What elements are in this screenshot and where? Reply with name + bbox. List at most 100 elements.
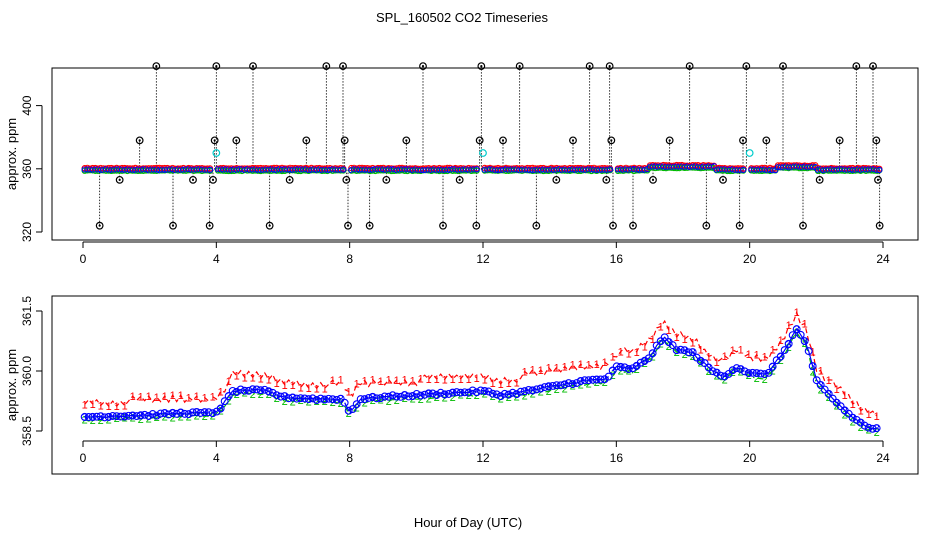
bottom-series-3-point [180,409,189,418]
bottom-series-3-point [360,395,369,404]
bottom-series-3-label: 3 [610,365,616,377]
bottom-series-3-label: 3 [794,324,800,336]
spike-point [477,62,486,70]
bottom-series-2-label: 2 [810,366,816,378]
bottom-series-1-label: 1 [522,366,528,378]
bottom-series-3-label: 3 [122,411,128,423]
spike-point [115,175,124,184]
bottom-series-3-label: 3 [730,365,736,377]
spike-point-center [441,224,445,227]
bottom-series-1-label: 1 [450,374,456,386]
bottom-series-3-label: 3 [282,391,288,403]
bottom-series-1-label: 1 [138,392,144,404]
bottom-series-3-point [820,385,829,394]
bottom-series-3-label: 3 [210,408,216,420]
bottom-series-2-label: 2 [730,367,736,379]
bottom-series-3-label: 3 [682,345,688,357]
bottom-series-2-label: 2 [450,392,456,404]
bottom-series-2-label: 2 [162,412,168,424]
bottom-series-1-label: 1 [730,345,736,357]
bottom-series-3-point [680,346,689,355]
bottom-series-3-point [312,395,321,404]
spike-point-center [341,65,345,68]
bottom-series-3-point [808,362,817,371]
bottom-series-3-label: 3 [490,389,496,401]
bottom-series-1-label: 1 [82,399,88,411]
spike-point-center [191,178,195,181]
bottom-series-1-label: 1 [666,325,672,337]
bottom-series-3-label: 3 [650,348,656,360]
bottom-series-2-label: 2 [242,388,248,400]
bottom-series-1-label: 1 [746,349,752,361]
bottom-series-2-label: 2 [354,402,360,414]
bottom-series-3-point [528,386,537,395]
bottom-series-3-label: 3 [114,411,120,423]
bottom-series-3-label: 3 [354,399,360,411]
bottom-series-1-label: 1 [570,360,576,372]
bottom-series-2-label: 2 [170,413,176,425]
bottom-series-3-point [80,412,89,421]
spike-point [340,136,349,145]
bottom-series-3-point [220,397,229,406]
spike-point [872,136,881,145]
bottom-series-3-point [764,368,773,377]
spike-point [835,136,844,145]
bottom-series-1-label: 1 [498,379,504,391]
bottom-series-2-label: 2 [226,395,232,407]
spike-point [365,221,374,230]
spike-point-center [535,224,538,227]
bottom-series-3-label: 3 [106,412,112,424]
bottom-series-2-label: 2 [290,397,296,409]
spike-point-center [878,224,881,227]
spike-point [135,136,144,145]
bottom-series-1-label: 1 [114,401,120,413]
bottom-series-3-point [124,411,133,420]
bottom-series-3-point [636,358,645,367]
bottom-series-3-point [756,369,765,378]
bottom-series-3-point [508,388,517,397]
bottom-series-3-point [524,385,533,394]
bottom-series-2-label: 2 [274,393,280,405]
spike-point-center [501,139,505,142]
bottom-series-1-label: 1 [754,350,760,362]
bottom-series-1-label: 1 [146,391,152,403]
bottom-series-1-label: 1 [394,375,400,387]
bottom-series-3-label: 3 [818,380,824,392]
bottom-series-3-label: 3 [474,387,480,399]
bottom-series-2-label: 2 [706,366,712,378]
bottom-series-1-label: 1 [554,362,560,374]
bottom-series-2-label: 2 [538,386,544,398]
bottom-series-1-label: 1 [186,392,192,404]
bottom-series-1-label: 1 [778,335,784,347]
bottom-x-tick-label: 8 [346,451,353,465]
spike-point [649,175,657,184]
bottom-series-3-point [824,389,833,398]
bottom-series-1-label: 1 [202,393,208,405]
bottom-series-3-point [660,333,669,342]
bottom-series-1-label: 1 [594,359,600,371]
bottom-series-2-label: 2 [138,414,144,426]
bottom-series-2-label: 2 [114,413,120,425]
bottom-series-1-label: 1 [770,345,776,357]
bottom-series-3-label: 3 [850,413,856,425]
bottom-series-3-point [336,394,345,403]
bottom-series-2-label: 2 [250,389,256,401]
bottom-series-1-label: 1 [210,392,216,404]
bottom-series-3-point [232,387,241,396]
spike-point-center [738,224,741,227]
spike-point-center [288,178,291,181]
bottom-series-2-label: 2 [850,416,856,428]
bottom-series-2-label: 2 [762,374,768,386]
spike-point [339,62,347,70]
spike-point [402,136,411,145]
top-plot-frame [51,67,919,241]
bottom-series-1-label: 1 [346,386,352,398]
bottom-series-3-label: 3 [578,376,584,388]
bottom-series-1-label: 1 [506,378,512,390]
bottom-series-3-point [176,408,185,417]
bottom-series-1-label: 1 [482,375,488,387]
bottom-series-3-label: 3 [722,371,728,383]
bottom-series-1-label: 1 [306,383,312,395]
bottom-series-1-label: 1 [858,406,864,418]
